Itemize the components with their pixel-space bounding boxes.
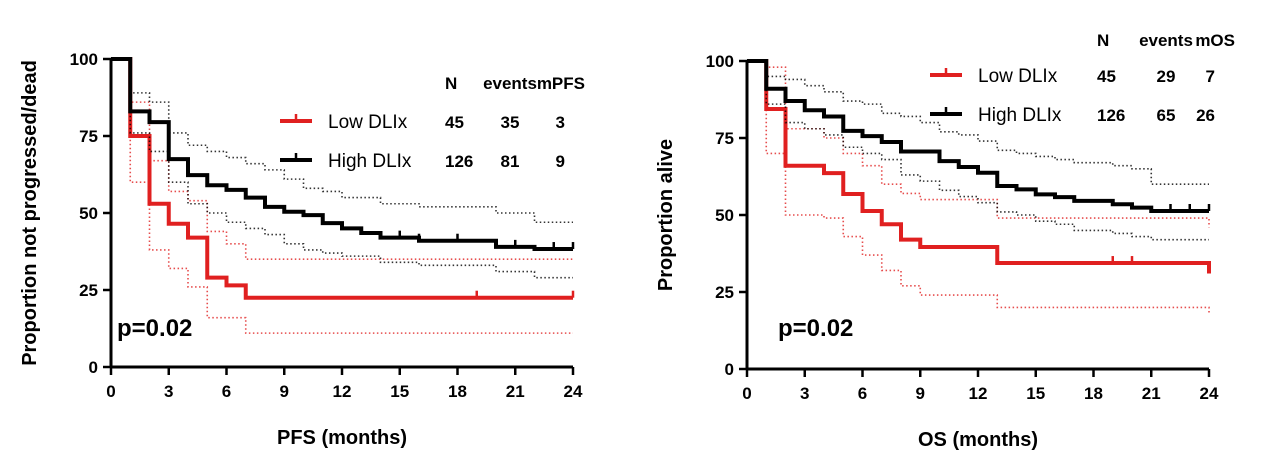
x-tick-label: 24 (564, 382, 583, 401)
legend-header-events: events (483, 74, 537, 93)
p-value-annotation: p=0.02 (778, 315, 853, 342)
y-axis-label: Proportion not progressed/dead (19, 60, 41, 366)
x-tick-label: 15 (390, 382, 409, 401)
p-value-annotation: p=0.02 (117, 315, 192, 342)
legend-median: 9 (556, 152, 565, 171)
x-tick-label: 21 (506, 382, 525, 401)
x-tick-label: 9 (916, 384, 925, 403)
x-tick-label: 6 (858, 384, 867, 403)
ci-lower-high-dlix (747, 60, 1209, 241)
legend-n: 126 (1097, 106, 1125, 125)
x-tick-label: 21 (1142, 384, 1161, 403)
x-tick-label: 3 (800, 384, 809, 403)
x-tick-label: 18 (448, 382, 467, 401)
x-tick-label: 9 (280, 382, 289, 401)
x-tick-label: 12 (969, 384, 988, 403)
y-tick-label: 50 (79, 204, 98, 223)
legend-events: 29 (1157, 67, 1176, 86)
legend-events: 35 (501, 113, 520, 132)
y-tick-label: 75 (715, 129, 734, 148)
x-tick-label: 6 (222, 382, 231, 401)
x-axis-label: OS (months) (918, 429, 1038, 451)
legend-header-events: events (1139, 31, 1193, 50)
x-tick-label: 3 (164, 382, 173, 401)
y-tick-label: 75 (79, 127, 98, 146)
legend-median: 26 (1196, 106, 1215, 125)
legend-n: 126 (445, 152, 473, 171)
y-tick-label: 25 (79, 281, 98, 300)
km-plot-2: 0 3 6 9 12 15 18 21 24 0 25 50 75 100 OS (months) Propo… (655, 31, 1235, 451)
survival-curve-high-dlix (747, 59, 1209, 213)
y-tick-label: 100 (70, 50, 98, 69)
y-axis-label: Proportion alive (655, 139, 677, 291)
x-tick-label: 18 (1084, 384, 1103, 403)
legend-label-low-dlix: Low DLIx (328, 112, 408, 133)
x-axis-label: PFS (months) (277, 427, 407, 449)
x-tick-label: 24 (1200, 384, 1219, 403)
legend-label-high-dlix: High DLIx (328, 151, 412, 172)
legend-events: 65 (1157, 106, 1176, 125)
survival-curve-low-dlix (111, 57, 573, 300)
legend-header-n: N (1097, 31, 1109, 50)
km-plot-1: 0 3 6 9 12 15 18 21 24 0 25 50 75 100 PFS (months) Prop… (19, 50, 585, 449)
y-tick-label: 0 (725, 360, 734, 379)
legend-header-median: mOS (1195, 31, 1235, 50)
ci-lower-low-dlix (111, 58, 573, 334)
ci-upper-high-dlix (747, 60, 1209, 185)
y-tick-label: 100 (706, 52, 734, 71)
y-tick-label: 0 (89, 358, 98, 377)
legend-header-median: mPFS (537, 74, 585, 93)
y-tick-label: 25 (715, 283, 734, 302)
ci-upper-high-dlix (111, 58, 573, 224)
legend-n: 45 (1097, 67, 1116, 86)
legend-median: 3 (556, 113, 565, 132)
x-tick-label: 0 (106, 382, 115, 401)
legend-header-n: N (445, 74, 457, 93)
y-tick-label: 50 (715, 206, 734, 225)
legend-n: 45 (445, 113, 464, 132)
x-tick-label: 0 (742, 384, 751, 403)
legend-events: 81 (501, 152, 520, 171)
x-tick-label: 15 (1026, 384, 1045, 403)
x-tick-label: 12 (333, 382, 352, 401)
legend-label-high-dlix: High DLIx (978, 105, 1062, 126)
survival-curve-low-dlix (747, 59, 1211, 274)
ci-lower-high-dlix (111, 58, 573, 279)
legend-label-low-dlix: Low DLIx (978, 66, 1058, 87)
legend-median: 7 (1206, 67, 1215, 86)
ci-lower-low-dlix (747, 60, 1210, 314)
